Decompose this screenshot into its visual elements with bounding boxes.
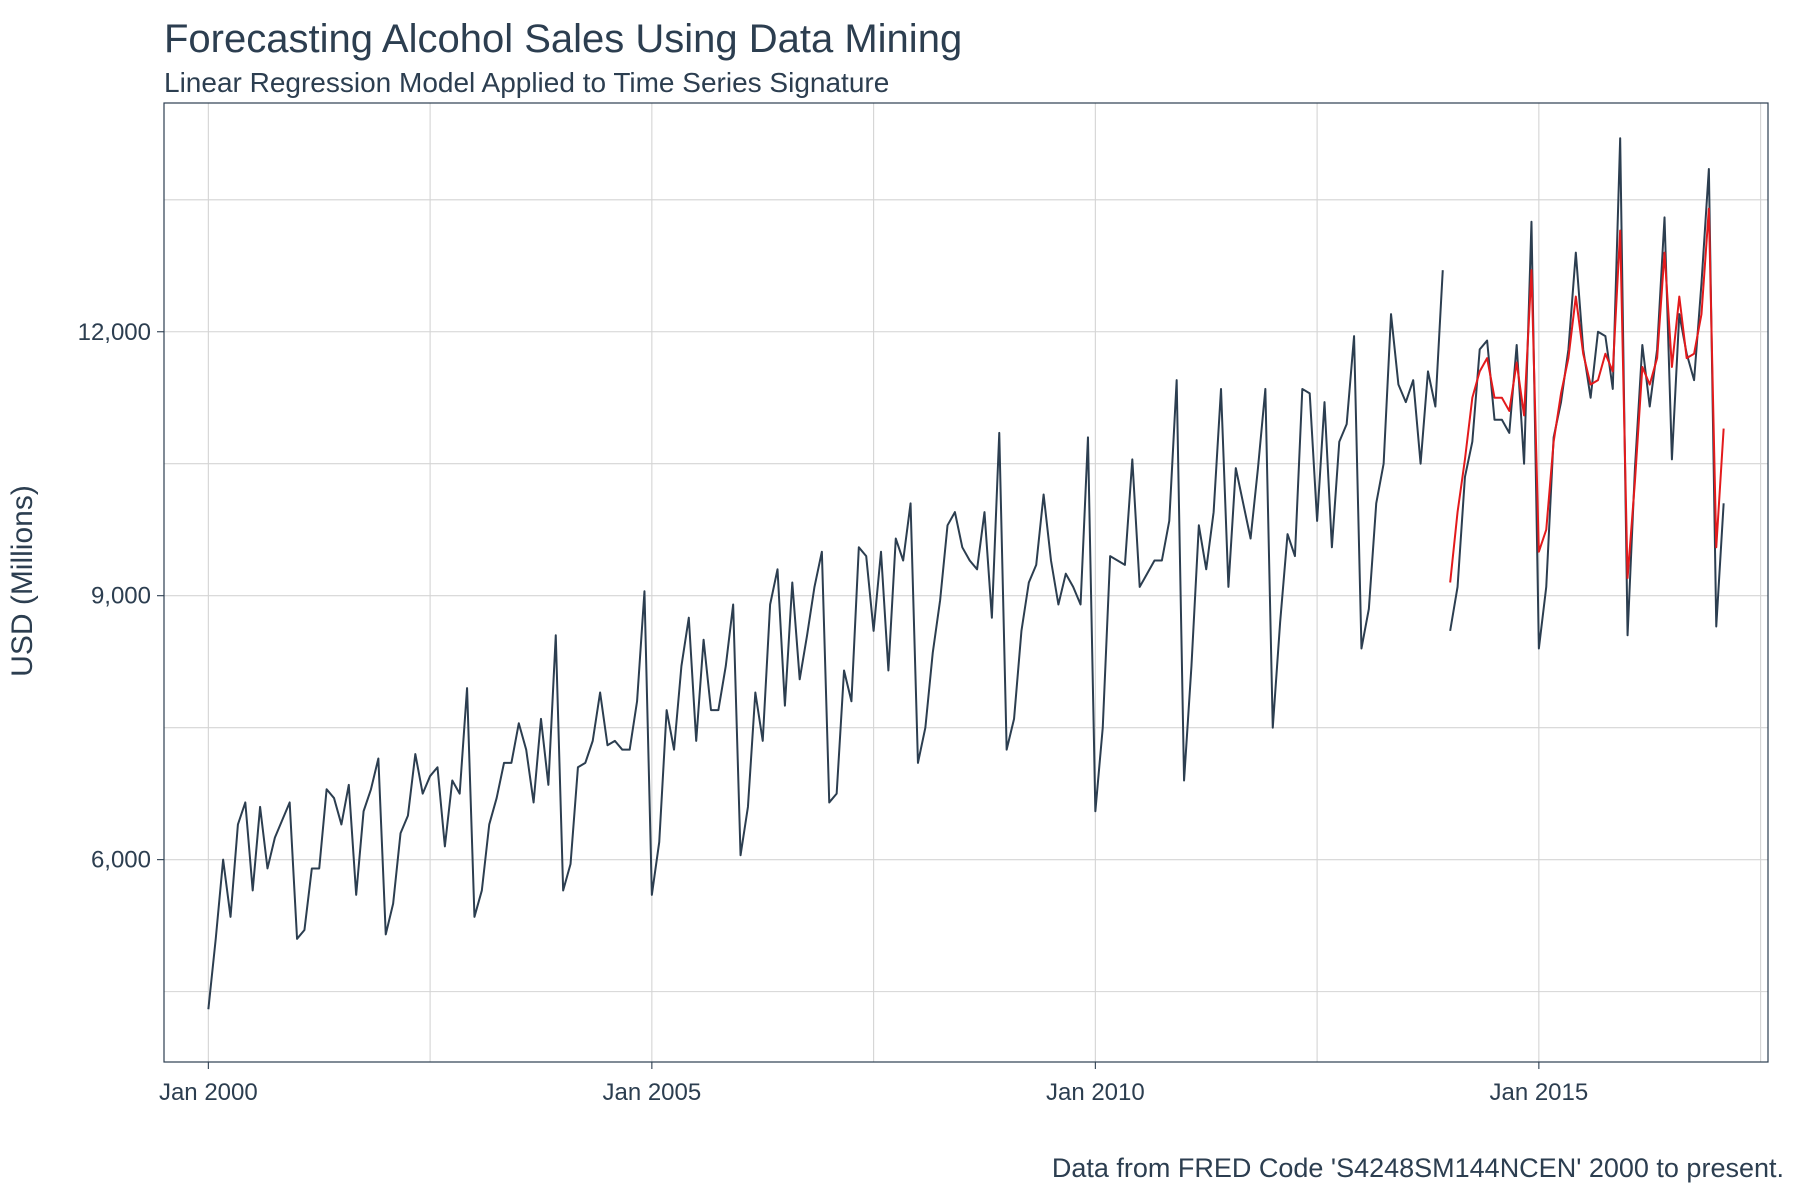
x-tick-label: Jan 2015 <box>1489 1079 1588 1106</box>
series-line-actual <box>207 270 1444 1010</box>
y-tick-label: 9,000 <box>91 583 151 610</box>
x-tick-label: Jan 2010 <box>1046 1079 1145 1106</box>
chart-caption: Data from FRED Code 'S4248SM144NCEN' 200… <box>1052 1153 1784 1183</box>
x-tick-label: Jan 2000 <box>159 1079 258 1106</box>
plot-panel-border <box>163 102 1769 1063</box>
chart-subtitle: Linear Regression Model Applied to Time … <box>164 67 889 98</box>
series-lines <box>207 137 1725 1010</box>
chart-title: Forecasting Alcohol Sales Using Data Min… <box>164 17 962 61</box>
axes: 6,000 9,000 12,000 Jan 2000 Jan 2005 Jan 2010… <box>78 319 1589 1106</box>
y-axis-label: USD (Millions) <box>6 485 39 677</box>
x-tick-label: Jan 2005 <box>602 1079 701 1106</box>
y-tick-label: 6,000 <box>91 847 151 874</box>
series-line-prediction <box>1449 207 1725 583</box>
y-tick-label: 12,000 <box>78 319 151 346</box>
series-line-actual <box>1449 137 1725 650</box>
grid <box>164 103 1768 1062</box>
